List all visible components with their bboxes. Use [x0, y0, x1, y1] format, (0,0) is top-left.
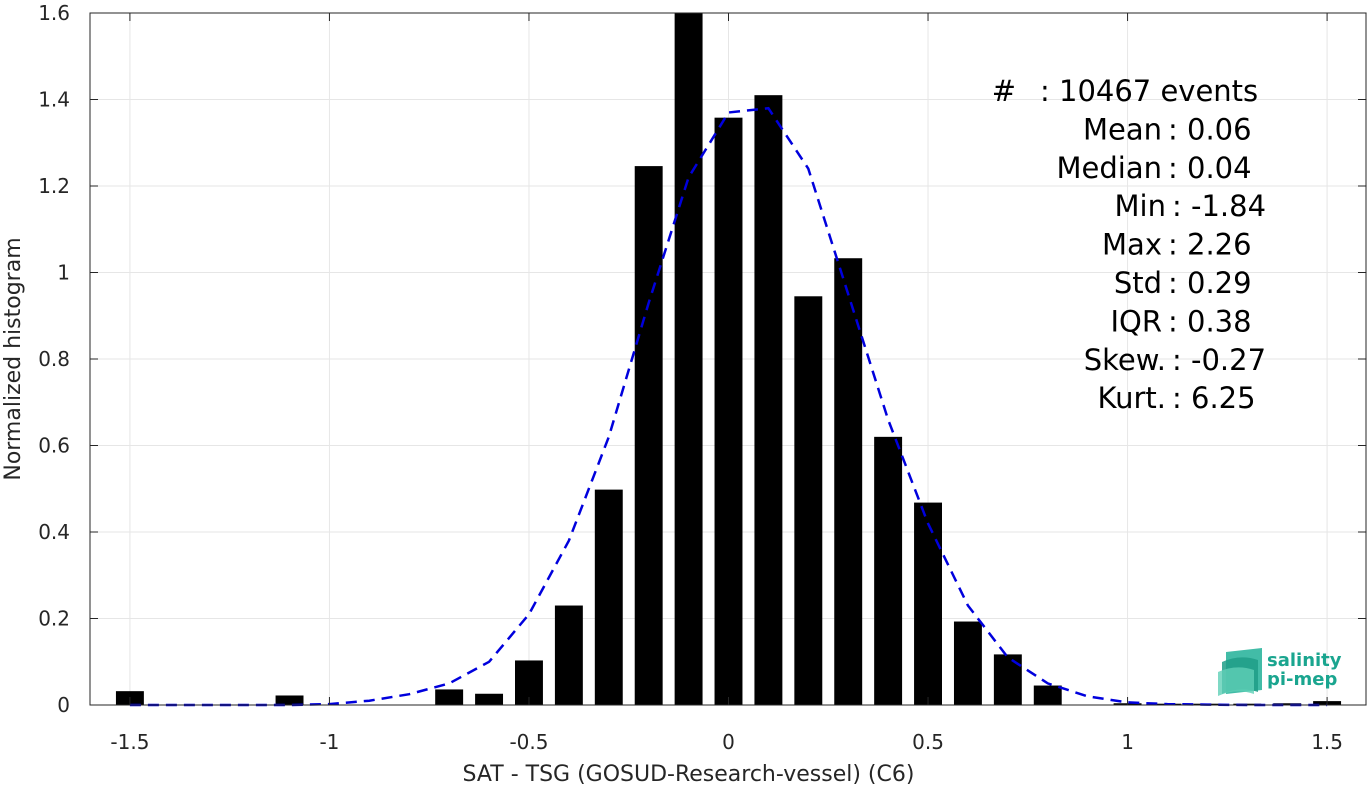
stat-value: : -0.27 — [1172, 343, 1266, 377]
histogram-bar — [475, 693, 504, 705]
stat-label: # — [992, 74, 1016, 108]
logo-text-salinity: salinity — [1267, 650, 1342, 671]
y-tick-label: 0.8 — [38, 347, 70, 371]
x-tick-label: -1 — [319, 730, 339, 754]
y-tick-label: 1.6 — [38, 1, 70, 25]
histogram-bar — [1273, 703, 1302, 705]
y-tick-label: 0.6 — [38, 434, 70, 458]
histogram-bar — [834, 258, 863, 705]
x-tick-label: -1.5 — [110, 730, 149, 754]
x-tick-label: 1 — [1121, 730, 1134, 754]
histogram-bar — [435, 689, 464, 705]
stat-label: Kurt. — [1098, 381, 1166, 415]
histogram-bars — [115, 13, 1342, 706]
histogram-bar — [914, 502, 942, 705]
stat-value: : 10467 events — [1040, 74, 1258, 108]
salinity-pi-mep-logo: salinity pi-mep — [1218, 648, 1342, 696]
x-axis-title: SAT - TSG (GOSUD-Research-vessel) (C6) — [463, 762, 915, 785]
histogram-bar — [1033, 685, 1062, 705]
stat-label: Max — [1102, 228, 1162, 262]
stat-label: IQR — [1110, 304, 1162, 338]
stat-value: : 2.26 — [1168, 228, 1252, 262]
stat-value: : 0.29 — [1168, 266, 1252, 300]
y-tick-label: 1 — [57, 261, 70, 285]
x-tick-label: 1.5 — [1311, 730, 1343, 754]
logo-text-pi-mep: pi-mep — [1267, 669, 1337, 690]
histogram-bar — [674, 13, 703, 705]
histogram-bar — [634, 166, 663, 706]
y-tick-label: 1.2 — [38, 174, 70, 198]
y-axis-title: Normalized histogram — [1, 237, 26, 480]
wave-icon — [1218, 648, 1262, 696]
stat-value: : 0.06 — [1168, 112, 1252, 146]
stat-value: : 0.38 — [1168, 304, 1252, 338]
histogram-bar — [554, 605, 583, 705]
histogram-bar — [714, 117, 743, 706]
axis-ticks: -1.5 -1 -0.5 0 0.5 1 1.5 0 0.2 0.4 0.6 0.8 1 1.2 1.4 1.… — [38, 1, 1366, 754]
histogram-bar — [953, 621, 982, 705]
y-tick-label: 0.4 — [38, 520, 70, 544]
stat-label: Std — [1114, 266, 1162, 300]
histogram-bar — [754, 95, 783, 706]
stat-label: Min — [1115, 189, 1166, 223]
x-tick-label: -0.5 — [509, 730, 548, 754]
stat-value: : 0.04 — [1168, 151, 1252, 185]
y-tick-label: 1.4 — [38, 88, 70, 112]
histogram-bar — [275, 695, 304, 705]
y-tick-label: 0.2 — [38, 607, 70, 631]
stat-label: Mean — [1083, 112, 1162, 146]
stat-label: Median — [1057, 151, 1162, 185]
histogram-bar — [993, 654, 1022, 705]
histogram-bar — [874, 436, 903, 705]
y-tick-label: 0 — [57, 693, 70, 717]
stat-value: : 6.25 — [1172, 381, 1256, 415]
histogram-bar — [794, 296, 823, 705]
stat-label: Skew. — [1084, 343, 1166, 377]
x-tick-label: 0.5 — [912, 730, 944, 754]
x-tick-label: 0 — [722, 730, 735, 754]
histogram-bar — [594, 489, 623, 705]
stat-value: : -1.84 — [1172, 189, 1266, 223]
